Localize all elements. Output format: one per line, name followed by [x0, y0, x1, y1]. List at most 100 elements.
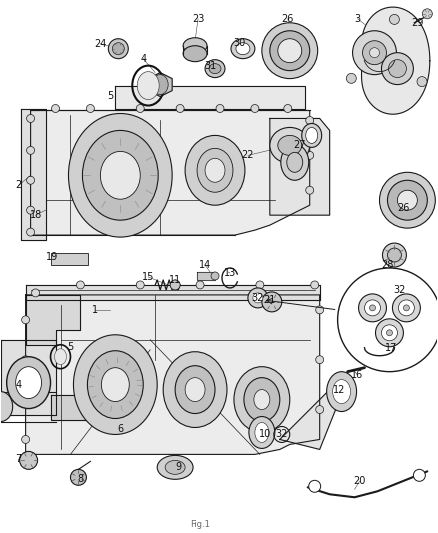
Ellipse shape	[327, 372, 357, 411]
Text: 14: 14	[199, 260, 211, 270]
Ellipse shape	[287, 152, 303, 172]
Ellipse shape	[165, 461, 185, 474]
Circle shape	[311, 281, 319, 289]
Circle shape	[27, 228, 35, 236]
Text: 6: 6	[117, 424, 124, 434]
Circle shape	[359, 294, 386, 322]
Circle shape	[306, 151, 314, 159]
Polygon shape	[25, 295, 81, 345]
Polygon shape	[25, 285, 320, 300]
Circle shape	[176, 104, 184, 112]
Ellipse shape	[0, 392, 13, 422]
Circle shape	[196, 281, 204, 289]
Polygon shape	[25, 295, 320, 455]
Ellipse shape	[270, 127, 310, 163]
Ellipse shape	[157, 455, 193, 479]
Text: 18: 18	[29, 210, 42, 220]
Ellipse shape	[249, 416, 275, 448]
Text: 8: 8	[78, 474, 84, 484]
Circle shape	[422, 9, 432, 19]
Circle shape	[386, 330, 392, 336]
Ellipse shape	[175, 366, 215, 414]
Circle shape	[262, 292, 282, 312]
Ellipse shape	[16, 367, 42, 399]
Text: 4: 4	[140, 54, 146, 63]
Text: 16: 16	[351, 370, 364, 379]
Polygon shape	[361, 7, 430, 114]
Polygon shape	[21, 109, 46, 240]
Circle shape	[389, 14, 399, 25]
Ellipse shape	[185, 135, 245, 205]
Circle shape	[309, 480, 321, 492]
Circle shape	[27, 206, 35, 214]
Circle shape	[382, 243, 406, 267]
Text: 19: 19	[46, 252, 59, 262]
Text: 31: 31	[204, 61, 216, 71]
Circle shape	[392, 294, 420, 322]
Text: 27: 27	[293, 140, 306, 150]
Ellipse shape	[88, 351, 143, 418]
Polygon shape	[31, 110, 310, 235]
Circle shape	[136, 281, 144, 289]
Ellipse shape	[197, 148, 233, 192]
Ellipse shape	[379, 172, 435, 228]
Circle shape	[253, 293, 263, 303]
Ellipse shape	[262, 23, 318, 78]
Ellipse shape	[236, 43, 250, 55]
Circle shape	[375, 319, 403, 347]
Text: 30: 30	[234, 38, 246, 48]
Ellipse shape	[353, 31, 396, 75]
Circle shape	[108, 39, 128, 59]
Ellipse shape	[281, 144, 309, 180]
Ellipse shape	[234, 367, 290, 432]
Circle shape	[52, 104, 60, 112]
Text: 11: 11	[169, 275, 181, 285]
Ellipse shape	[152, 75, 168, 94]
Circle shape	[413, 470, 425, 481]
Polygon shape	[280, 390, 339, 449]
Ellipse shape	[183, 38, 207, 54]
Text: 10: 10	[259, 430, 271, 440]
Polygon shape	[197, 272, 215, 280]
Ellipse shape	[211, 272, 219, 280]
Ellipse shape	[185, 378, 205, 401]
Polygon shape	[148, 72, 172, 96]
Circle shape	[71, 470, 86, 486]
Ellipse shape	[82, 131, 158, 220]
Ellipse shape	[370, 47, 379, 58]
Ellipse shape	[278, 135, 302, 155]
Circle shape	[306, 186, 314, 194]
Ellipse shape	[397, 190, 417, 210]
Circle shape	[370, 305, 375, 311]
Circle shape	[316, 306, 324, 314]
Ellipse shape	[381, 53, 413, 85]
Ellipse shape	[100, 151, 140, 199]
Text: 29: 29	[411, 18, 424, 28]
Text: 26: 26	[397, 203, 410, 213]
Text: 26: 26	[282, 14, 294, 24]
Circle shape	[27, 176, 35, 184]
Text: 9: 9	[175, 462, 181, 472]
Ellipse shape	[74, 335, 157, 434]
Polygon shape	[270, 118, 330, 215]
Circle shape	[216, 104, 224, 112]
Ellipse shape	[68, 114, 172, 237]
Circle shape	[21, 316, 30, 324]
Circle shape	[170, 280, 180, 290]
Ellipse shape	[101, 368, 129, 401]
Ellipse shape	[7, 357, 50, 409]
Ellipse shape	[205, 158, 225, 182]
Text: 13: 13	[224, 268, 236, 278]
Ellipse shape	[389, 60, 406, 78]
Circle shape	[248, 288, 268, 308]
Circle shape	[403, 305, 410, 311]
Ellipse shape	[278, 39, 302, 63]
Circle shape	[136, 104, 144, 112]
Text: 1: 1	[92, 305, 99, 315]
Polygon shape	[115, 86, 305, 109]
Ellipse shape	[163, 352, 227, 427]
Text: 24: 24	[94, 39, 106, 49]
Circle shape	[21, 435, 30, 443]
Text: 12: 12	[333, 385, 346, 394]
Ellipse shape	[112, 400, 128, 414]
